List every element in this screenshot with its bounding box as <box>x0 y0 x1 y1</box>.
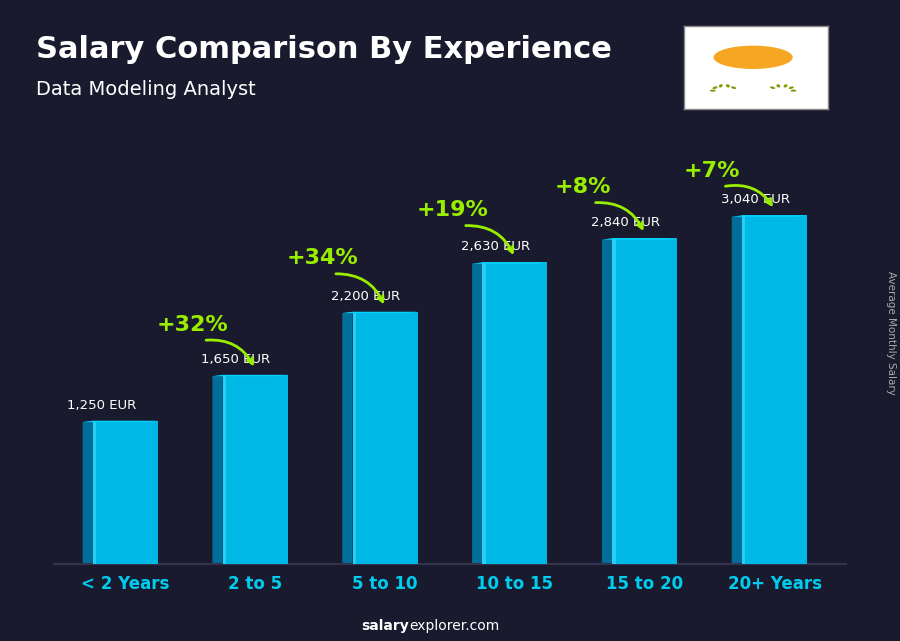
Ellipse shape <box>714 46 793 69</box>
Ellipse shape <box>719 84 723 88</box>
Text: 1,650 EUR: 1,650 EUR <box>202 353 270 365</box>
Text: +8%: +8% <box>554 177 611 197</box>
Polygon shape <box>342 312 418 313</box>
Bar <box>93 420 158 564</box>
Ellipse shape <box>790 90 796 92</box>
Ellipse shape <box>770 87 775 89</box>
Bar <box>742 215 807 564</box>
Polygon shape <box>83 420 93 564</box>
Text: +32%: +32% <box>157 315 229 335</box>
Polygon shape <box>93 420 96 564</box>
Text: 2,630 EUR: 2,630 EUR <box>461 240 530 253</box>
Polygon shape <box>472 262 482 564</box>
Polygon shape <box>612 238 616 564</box>
Text: 2,840 EUR: 2,840 EUR <box>590 216 660 229</box>
Text: explorer.com: explorer.com <box>410 619 500 633</box>
Polygon shape <box>732 215 807 217</box>
Ellipse shape <box>777 84 780 88</box>
Polygon shape <box>83 420 158 422</box>
Bar <box>223 375 288 564</box>
Ellipse shape <box>726 84 730 88</box>
Text: +7%: +7% <box>684 161 741 181</box>
Bar <box>612 238 677 564</box>
Polygon shape <box>472 262 547 264</box>
Text: +19%: +19% <box>417 200 489 220</box>
Bar <box>353 312 418 564</box>
Text: 3,040 EUR: 3,040 EUR <box>721 193 789 206</box>
Ellipse shape <box>784 84 788 88</box>
Polygon shape <box>482 262 486 564</box>
Ellipse shape <box>788 87 794 89</box>
Text: Average Monthly Salary: Average Monthly Salary <box>886 271 896 395</box>
Polygon shape <box>342 312 353 564</box>
Polygon shape <box>732 215 742 564</box>
Polygon shape <box>602 238 612 564</box>
Text: Salary Comparison By Experience: Salary Comparison By Experience <box>36 35 612 64</box>
Bar <box>482 262 547 564</box>
Polygon shape <box>223 375 226 564</box>
Polygon shape <box>742 215 745 564</box>
Text: salary: salary <box>362 619 410 633</box>
Ellipse shape <box>713 87 717 89</box>
Text: 1,250 EUR: 1,250 EUR <box>68 399 137 412</box>
Text: +34%: +34% <box>287 248 358 268</box>
Text: 2,200 EUR: 2,200 EUR <box>331 290 400 303</box>
Text: Data Modeling Analyst: Data Modeling Analyst <box>36 80 256 99</box>
Polygon shape <box>212 375 288 376</box>
Polygon shape <box>353 312 356 564</box>
Polygon shape <box>212 375 223 564</box>
Polygon shape <box>602 238 677 240</box>
Ellipse shape <box>731 87 736 89</box>
Ellipse shape <box>710 90 716 92</box>
